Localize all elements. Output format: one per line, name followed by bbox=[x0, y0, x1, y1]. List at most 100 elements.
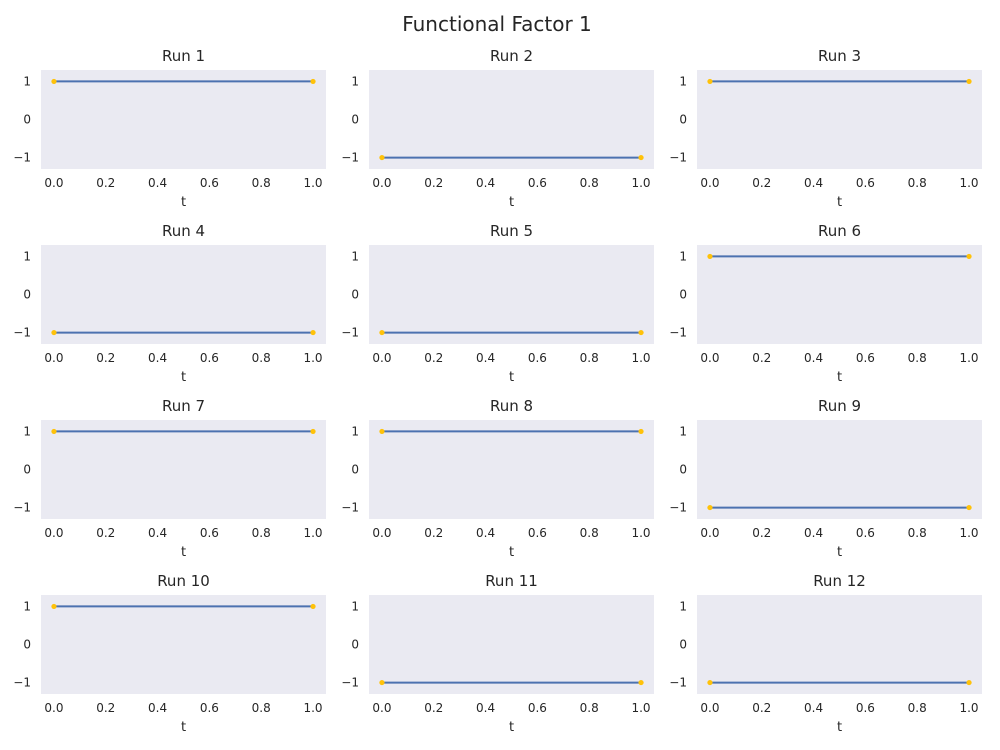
x-tick-label: 0.8 bbox=[908, 351, 927, 365]
data-point bbox=[51, 603, 57, 610]
subplot-10: Run 10 0.0 0.2 0.4 0.6 0.8 1.0 1 0 −1 t bbox=[13, 572, 326, 735]
x-tick-label: 0.6 bbox=[200, 526, 219, 540]
plot-background bbox=[369, 420, 654, 519]
x-tick-label: 0.4 bbox=[148, 351, 167, 365]
subplot-title: Run 8 bbox=[490, 397, 533, 415]
x-tick-label: 0.8 bbox=[252, 351, 271, 365]
plot-background bbox=[41, 245, 326, 344]
x-tick-label: 0.8 bbox=[252, 701, 271, 715]
x-tick-label: 0.6 bbox=[528, 701, 547, 715]
data-point bbox=[379, 154, 385, 161]
x-tick-label: 0.0 bbox=[372, 176, 391, 190]
x-tick-label: 0.4 bbox=[148, 701, 167, 715]
x-tick-label: 0.2 bbox=[96, 351, 115, 365]
x-tick-label: 0.4 bbox=[804, 176, 823, 190]
plot-background bbox=[697, 70, 982, 169]
data-point bbox=[638, 428, 644, 435]
x-tick-label: 1.0 bbox=[303, 351, 322, 365]
subplot-title: Run 2 bbox=[490, 47, 533, 65]
data-point bbox=[310, 603, 316, 610]
subplot-6: Run 6 0.0 0.2 0.4 0.6 0.8 1.0 1 0 −1 t bbox=[669, 222, 982, 385]
x-tick-label: 0.6 bbox=[200, 351, 219, 365]
data-point bbox=[310, 329, 316, 336]
x-axis-label: t bbox=[837, 370, 842, 385]
data-point bbox=[707, 78, 713, 85]
y-tick-label: 1 bbox=[679, 599, 687, 613]
y-tick-label: 1 bbox=[23, 249, 31, 263]
subplot-title: Run 3 bbox=[818, 47, 861, 65]
y-tick-label: 0 bbox=[679, 463, 687, 477]
x-axis-label: t bbox=[509, 545, 514, 560]
y-tick-label: 1 bbox=[23, 599, 31, 613]
subplot-title: Run 11 bbox=[485, 572, 538, 590]
subplot-11: Run 11 0.0 0.2 0.4 0.6 0.8 1.0 1 0 −1 t bbox=[341, 572, 654, 735]
x-tick-label: 1.0 bbox=[959, 701, 978, 715]
x-tick-label: 0.0 bbox=[700, 351, 719, 365]
subplot-1: Run 1 0.0 0.2 0.4 0.6 0.8 1.0 1 0 −1 t bbox=[13, 47, 326, 210]
y-tick-label: 1 bbox=[23, 424, 31, 438]
data-point bbox=[707, 253, 713, 260]
y-tick-label: 0 bbox=[351, 113, 359, 127]
x-tick-label: 0.2 bbox=[752, 526, 771, 540]
subplot-5: Run 5 0.0 0.2 0.4 0.6 0.8 1.0 1 0 −1 t bbox=[341, 222, 654, 385]
x-tick-label: 0.4 bbox=[476, 526, 495, 540]
subplot-grid: Run 1 0.0 0.2 0.4 0.6 0.8 1.0 1 0 −1 t Run 2 0.0 0.2 0… bbox=[13, 47, 982, 735]
x-tick-label: 0.2 bbox=[752, 176, 771, 190]
data-point bbox=[638, 679, 644, 686]
x-tick-label: 0.8 bbox=[580, 351, 599, 365]
x-tick-label: 0.0 bbox=[44, 176, 63, 190]
x-tick-label: 0.6 bbox=[528, 176, 547, 190]
x-tick-label: 1.0 bbox=[631, 176, 650, 190]
y-tick-label: 1 bbox=[23, 74, 31, 88]
x-tick-label: 0.6 bbox=[528, 526, 547, 540]
y-tick-label: 0 bbox=[351, 463, 359, 477]
x-tick-label: 0.8 bbox=[252, 526, 271, 540]
x-tick-label: 0.0 bbox=[372, 701, 391, 715]
subplot-title: Run 5 bbox=[490, 222, 533, 240]
x-tick-label: 1.0 bbox=[303, 526, 322, 540]
x-tick-label: 0.6 bbox=[528, 351, 547, 365]
data-point bbox=[51, 428, 57, 435]
y-tick-label: −1 bbox=[669, 501, 687, 515]
x-tick-label: 0.4 bbox=[804, 701, 823, 715]
y-tick-label: 1 bbox=[679, 424, 687, 438]
y-tick-label: 0 bbox=[23, 288, 31, 302]
data-point bbox=[966, 253, 972, 260]
x-tick-label: 0.8 bbox=[580, 526, 599, 540]
y-tick-label: 0 bbox=[351, 288, 359, 302]
x-tick-label: 1.0 bbox=[303, 701, 322, 715]
x-tick-label: 0.0 bbox=[700, 176, 719, 190]
subplot-title: Run 1 bbox=[162, 47, 205, 65]
x-axis-label: t bbox=[509, 370, 514, 385]
y-tick-label: 1 bbox=[351, 424, 359, 438]
plot-background bbox=[697, 420, 982, 519]
x-tick-label: 1.0 bbox=[631, 351, 650, 365]
plot-background bbox=[697, 245, 982, 344]
subplot-8: Run 8 0.0 0.2 0.4 0.6 0.8 1.0 1 0 −1 t bbox=[341, 397, 654, 560]
data-point bbox=[379, 679, 385, 686]
x-tick-label: 0.2 bbox=[752, 351, 771, 365]
y-tick-label: 0 bbox=[23, 463, 31, 477]
y-tick-label: −1 bbox=[13, 501, 31, 515]
plot-background bbox=[369, 245, 654, 344]
data-point bbox=[310, 78, 316, 85]
x-tick-label: 0.4 bbox=[804, 351, 823, 365]
x-tick-label: 1.0 bbox=[631, 526, 650, 540]
plot-background bbox=[369, 70, 654, 169]
subplot-2: Run 2 0.0 0.2 0.4 0.6 0.8 1.0 1 0 −1 t bbox=[341, 47, 654, 210]
y-tick-label: −1 bbox=[341, 151, 359, 165]
x-tick-label: 0.8 bbox=[908, 526, 927, 540]
subplot-12: Run 12 0.0 0.2 0.4 0.6 0.8 1.0 1 0 −1 t bbox=[669, 572, 982, 735]
subplot-title: Run 7 bbox=[162, 397, 205, 415]
x-tick-label: 0.2 bbox=[752, 701, 771, 715]
x-tick-label: 0.2 bbox=[96, 701, 115, 715]
subplot-title: Run 9 bbox=[818, 397, 861, 415]
y-tick-label: 0 bbox=[679, 288, 687, 302]
x-tick-label: 1.0 bbox=[959, 351, 978, 365]
x-tick-label: 0.0 bbox=[44, 351, 63, 365]
x-axis-label: t bbox=[181, 195, 186, 210]
x-tick-label: 0.0 bbox=[372, 526, 391, 540]
plot-background bbox=[41, 595, 326, 694]
x-axis-label: t bbox=[181, 370, 186, 385]
x-tick-label: 0.0 bbox=[44, 701, 63, 715]
